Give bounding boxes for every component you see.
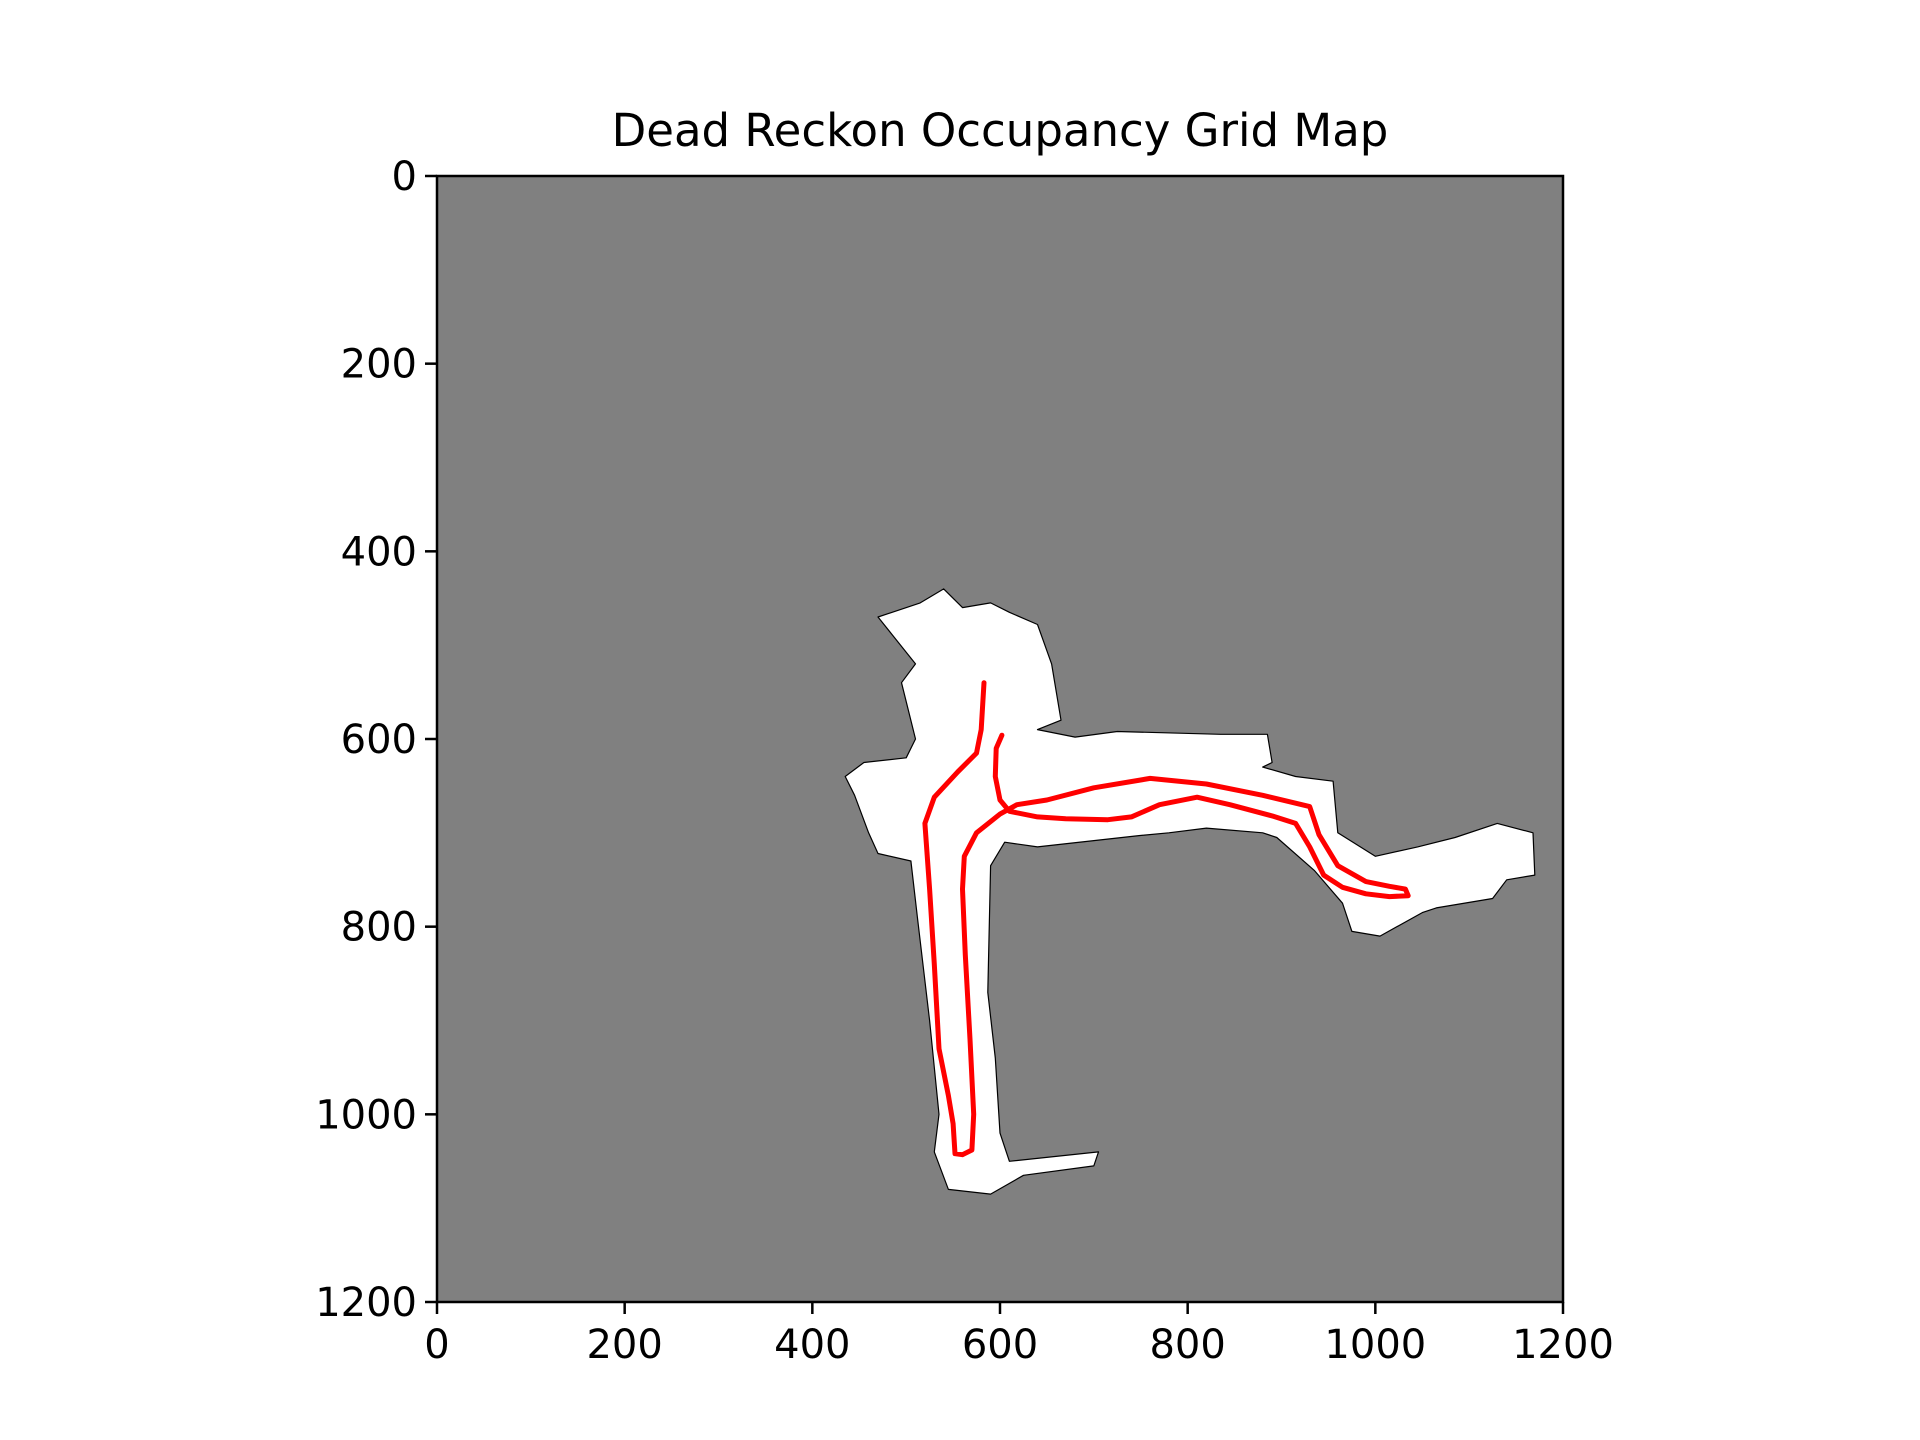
x-tick-label: 200 [586, 1322, 662, 1368]
y-tick-label: 800 [341, 905, 417, 951]
x-tick-label: 0 [424, 1322, 449, 1368]
axes-frame [435, 174, 1565, 1304]
x-tick-label: 1000 [1324, 1322, 1426, 1368]
y-tick-label: 400 [341, 529, 417, 575]
y-tick-label: 600 [341, 717, 417, 763]
free-space-region-0 [844, 588, 1536, 1195]
axis-ticks: 0 200 400 600 800 1000 12000200400600800100012… [315, 154, 1614, 1368]
x-tick-label: 800 [1149, 1322, 1225, 1368]
y-tick-label: 1200 [315, 1280, 417, 1326]
x-tick-label: 400 [774, 1322, 850, 1368]
occupancy-grid-image [437, 176, 1563, 1302]
trajectory-line-0 [922, 680, 1411, 1158]
y-tick-label: 0 [392, 154, 417, 200]
chart-title: Dead Reckon Occupancy Grid Map [612, 104, 1389, 157]
y-tick-label: 200 [341, 342, 417, 388]
x-tick-label: 1200 [1512, 1322, 1614, 1368]
y-tick-label: 1000 [315, 1092, 417, 1138]
x-tick-label: 600 [962, 1322, 1038, 1368]
